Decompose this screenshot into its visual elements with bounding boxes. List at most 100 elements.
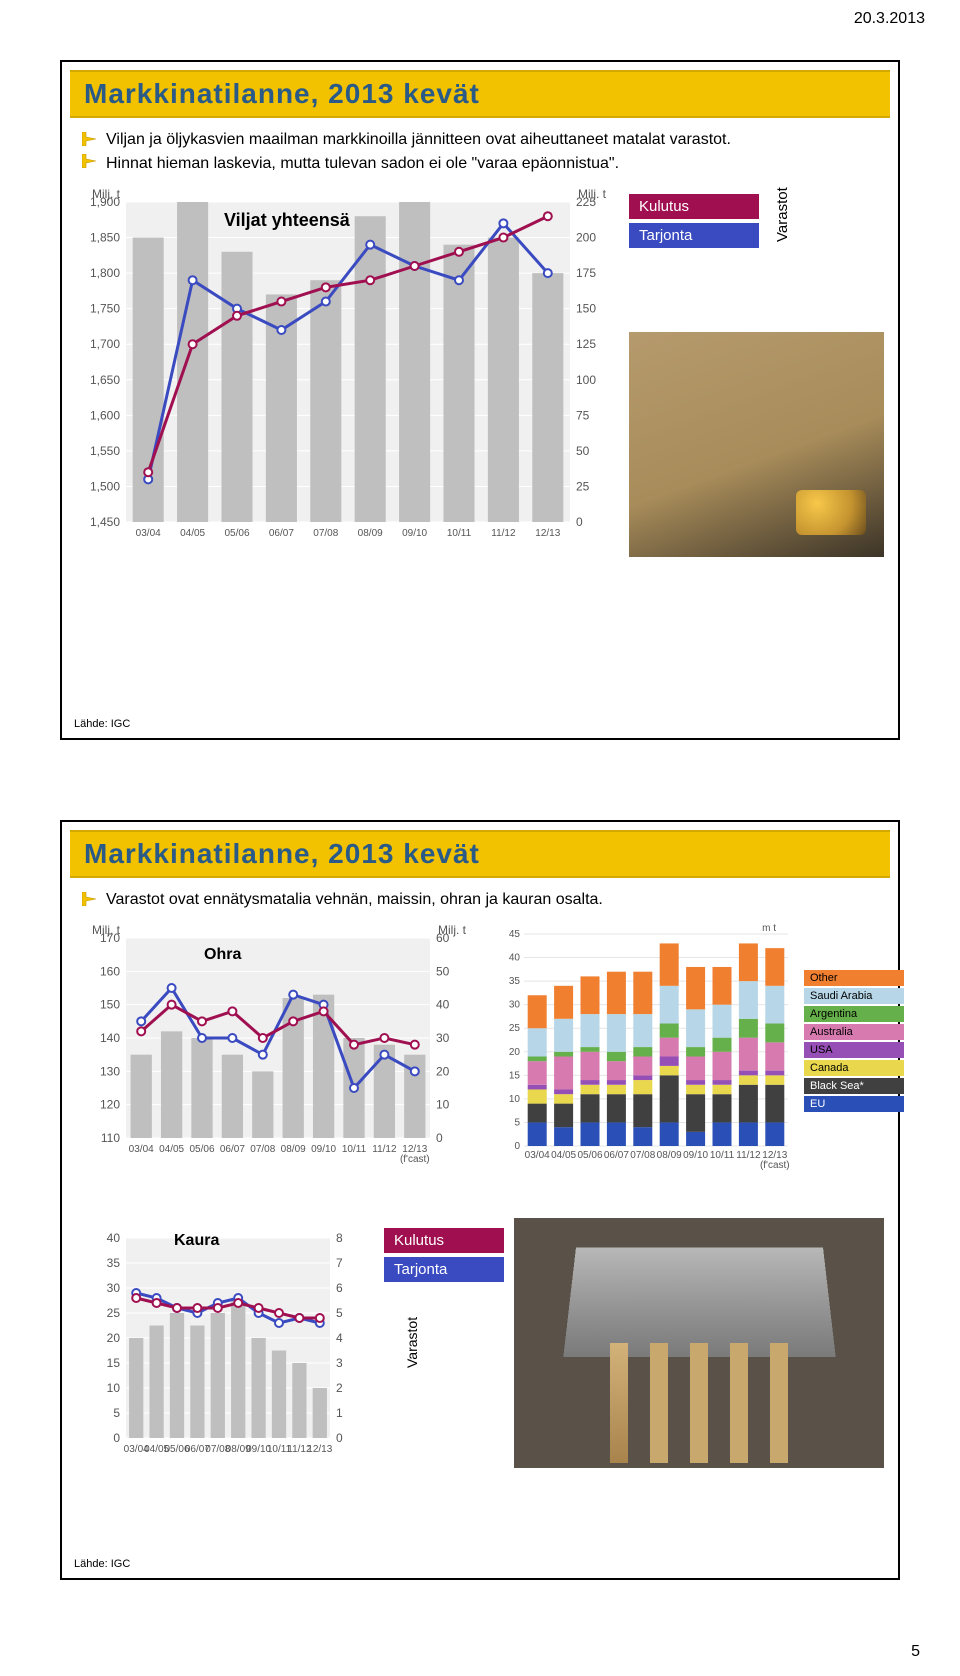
svg-text:1,850: 1,850: [90, 231, 120, 245]
svg-text:07/08: 07/08: [630, 1150, 655, 1161]
page-number: 5: [911, 1643, 920, 1661]
grain-pouring-photo: [514, 1218, 884, 1468]
bullet-text: Viljan ja öljykasvien maailman markkinoi…: [106, 130, 731, 150]
svg-text:30: 30: [509, 1000, 521, 1011]
legend-kulutus: Kulutus: [629, 194, 759, 219]
svg-text:1,550: 1,550: [90, 444, 120, 458]
svg-text:1,800: 1,800: [90, 266, 120, 280]
svg-text:Milj. t: Milj. t: [578, 187, 607, 201]
svg-text:125: 125: [576, 337, 596, 351]
svg-text:25: 25: [576, 479, 590, 493]
svg-text:0: 0: [436, 1131, 443, 1145]
bullet-text: Varastot ovat ennätysmatalia vehnän, mai…: [106, 890, 603, 910]
svg-text:6: 6: [336, 1281, 343, 1295]
svg-text:1,450: 1,450: [90, 515, 120, 529]
svg-text:130: 130: [100, 1064, 120, 1078]
svg-text:1,650: 1,650: [90, 373, 120, 387]
legend-item: USA: [804, 1042, 904, 1058]
svg-text:06/07: 06/07: [220, 1144, 245, 1155]
legend-tarjonta: Tarjonta: [384, 1257, 504, 1282]
svg-text:10/11: 10/11: [342, 1144, 367, 1155]
svg-text:2: 2: [336, 1381, 343, 1395]
svg-text:08/09: 08/09: [657, 1150, 682, 1161]
svg-text:30: 30: [436, 1031, 450, 1045]
svg-text:45: 45: [509, 929, 521, 940]
svg-text:03/04: 03/04: [525, 1150, 550, 1161]
svg-text:m t: m t: [762, 923, 776, 934]
svg-text:150: 150: [100, 998, 120, 1012]
legend-tarjonta: Tarjonta: [629, 223, 759, 248]
kaura-legend: Kulutus Tarjonta: [384, 1228, 504, 1286]
svg-text:160: 160: [100, 964, 120, 978]
chart1-title: Viljat yhteensä: [224, 210, 350, 231]
svg-text:5: 5: [113, 1406, 120, 1420]
svg-text:09/10: 09/10: [683, 1150, 708, 1161]
arrow-icon: [82, 892, 98, 906]
svg-text:110: 110: [101, 1131, 120, 1145]
ohra-title: Ohra: [204, 946, 241, 964]
svg-text:12/13: 12/13: [307, 1444, 332, 1455]
legend-item: Saudi Arabia: [804, 988, 904, 1004]
svg-text:0: 0: [514, 1141, 520, 1152]
svg-text:Milj. t: Milj. t: [438, 923, 467, 937]
svg-text:20: 20: [436, 1064, 450, 1078]
svg-text:175: 175: [576, 266, 596, 280]
svg-text:03/04: 03/04: [129, 1144, 154, 1155]
svg-text:05/06: 05/06: [224, 528, 249, 539]
svg-text:20: 20: [107, 1331, 121, 1345]
svg-text:1: 1: [336, 1406, 343, 1420]
svg-text:30: 30: [107, 1281, 121, 1295]
svg-text:25: 25: [509, 1023, 521, 1034]
svg-text:15: 15: [509, 1070, 521, 1081]
legend-item: Canada: [804, 1060, 904, 1076]
svg-text:150: 150: [576, 302, 596, 316]
svg-text:11/12: 11/12: [491, 528, 516, 539]
slide1-bullets: Viljan ja öljykasvien maailman markkinoi…: [82, 130, 878, 174]
svg-text:07/08: 07/08: [250, 1144, 275, 1155]
svg-text:100: 100: [576, 373, 596, 387]
svg-text:08/09: 08/09: [281, 1144, 306, 1155]
legend-item: Australia: [804, 1024, 904, 1040]
title-bar: Markkinatilanne, 2013 kevät: [70, 70, 890, 118]
svg-text:0: 0: [336, 1431, 343, 1445]
svg-text:4: 4: [336, 1331, 343, 1345]
chart-exporters: 051015202530354045m t03/0404/0505/0606/0…: [494, 918, 794, 1178]
svg-text:1,750: 1,750: [90, 302, 120, 316]
svg-text:05/06: 05/06: [577, 1150, 602, 1161]
legend-item: EU: [804, 1096, 904, 1112]
svg-text:10/11: 10/11: [710, 1150, 735, 1161]
svg-text:04/05: 04/05: [159, 1144, 184, 1155]
source-text: Lähde: IGC: [74, 1558, 130, 1570]
svg-text:40: 40: [436, 998, 450, 1012]
svg-text:05/06: 05/06: [189, 1144, 214, 1155]
svg-text:1,700: 1,700: [90, 337, 120, 351]
svg-text:200: 200: [576, 231, 596, 245]
svg-text:0: 0: [576, 515, 583, 529]
slide-1: Markkinatilanne, 2013 kevät Viljan ja öl…: [60, 60, 900, 740]
legend-item: Black Sea*: [804, 1078, 904, 1094]
svg-text:1,600: 1,600: [90, 408, 120, 422]
svg-text:75: 75: [576, 408, 590, 422]
svg-text:140: 140: [100, 1031, 120, 1045]
svg-text:(f'cast): (f'cast): [400, 1154, 430, 1165]
grain-photo: [629, 332, 884, 557]
title-bar: Markkinatilanne, 2013 kevät: [70, 830, 890, 878]
chart1-legend: Kulutus Tarjonta: [629, 194, 759, 252]
legend-kulutus: Kulutus: [384, 1228, 504, 1253]
svg-text:11/12: 11/12: [372, 1144, 397, 1155]
slide-2: Markkinatilanne, 2013 kevät Varastot ova…: [60, 820, 900, 1580]
svg-text:0: 0: [113, 1431, 120, 1445]
svg-text:40: 40: [107, 1231, 121, 1245]
legend-item: Argentina: [804, 1006, 904, 1022]
svg-text:04/05: 04/05: [551, 1150, 576, 1161]
svg-text:15: 15: [107, 1356, 121, 1370]
svg-text:09/10: 09/10: [402, 528, 427, 539]
chart-ohra: 110120130140150160170010203040506003/040…: [74, 918, 474, 1178]
chart-viljat: 1,4501,5001,5501,6001,6501,7001,7501,800…: [74, 182, 614, 562]
svg-text:35: 35: [509, 976, 521, 987]
slide2-title: Markkinatilanne, 2013 kevät: [84, 838, 876, 870]
slide1-title: Markkinatilanne, 2013 kevät: [84, 78, 876, 110]
legend-item: Other: [804, 970, 904, 986]
svg-text:8: 8: [336, 1231, 343, 1245]
arrow-icon: [82, 132, 98, 146]
